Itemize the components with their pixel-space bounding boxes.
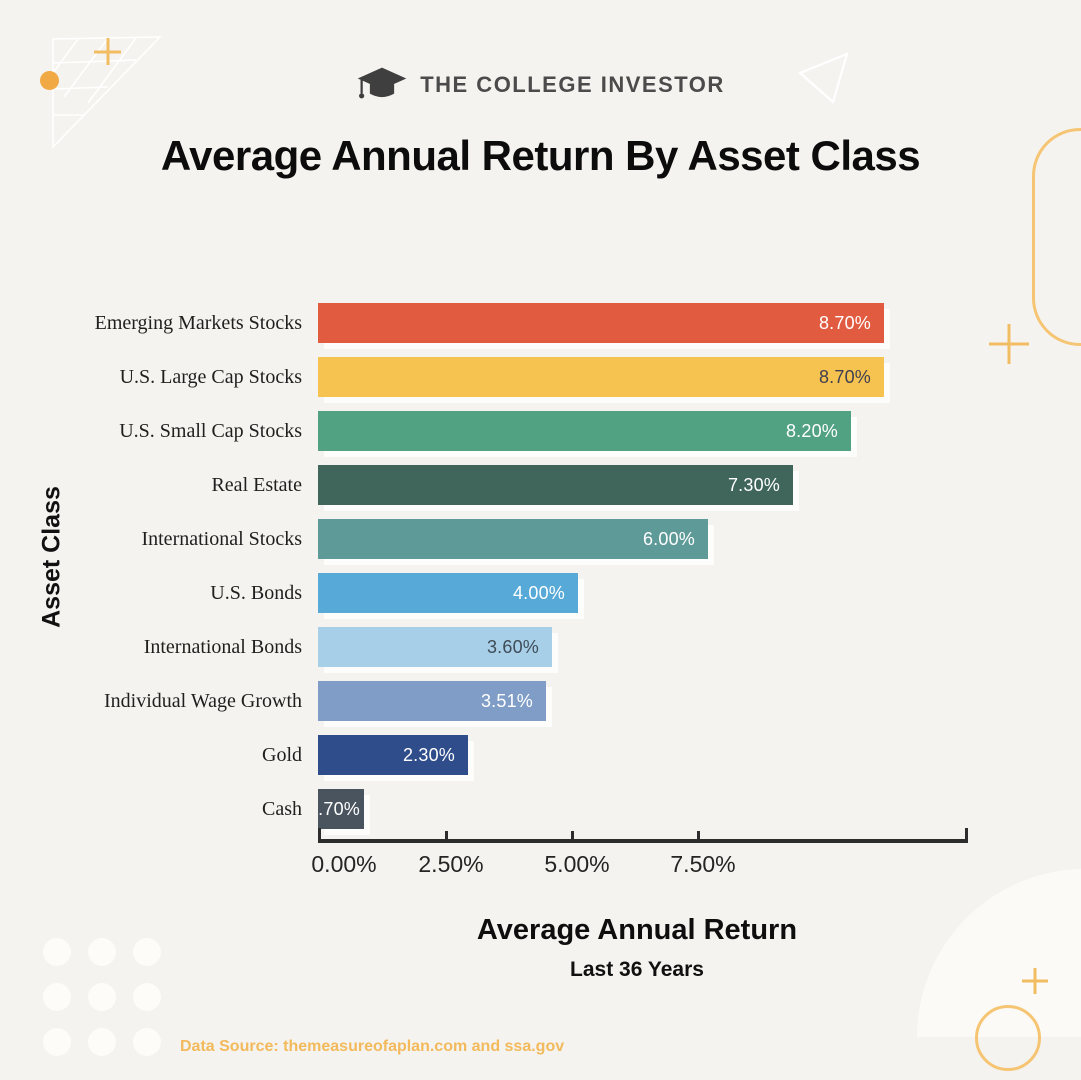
page-title: Average Annual Return By Asset Class [160, 132, 921, 179]
chart-row: Cash .70% [0, 789, 1081, 829]
data-source: Data Source: themeasureofaplan.com and s… [180, 1038, 565, 1055]
bar: 4.00% [318, 573, 578, 613]
category-label: U.S. Bonds [210, 582, 302, 604]
bar: 7.30% [318, 465, 793, 505]
bar-value-label: 6.00% [642, 529, 695, 549]
bar: 2.30% [318, 735, 468, 775]
category-label: International Bonds [143, 636, 302, 658]
bar: .70% [318, 789, 364, 829]
circle-outline-decoration [975, 1005, 1041, 1071]
axis-tick [571, 831, 574, 843]
axis-tick [445, 831, 448, 843]
brand-logo: THE COLLEGE INVESTOR [0, 66, 1081, 104]
bar-value-label: 3.60% [486, 637, 539, 657]
bar-value-label: 8.70% [818, 313, 871, 333]
chart-row: Individual Wage Growth 3.51% [0, 681, 1081, 721]
bar: 6.00% [318, 519, 708, 559]
category-label: Cash [262, 798, 302, 820]
bar-value-label: .70% [318, 799, 360, 819]
bar-value-label: 3.51% [480, 691, 533, 711]
dots-grid-decoration [43, 938, 161, 1056]
bar-value-label: 2.30% [402, 745, 455, 765]
chart-row: Real Estate 7.30% [0, 465, 1081, 505]
chart-row: U.S. Large Cap Stocks 8.70% [0, 357, 1081, 397]
plus-icon [94, 38, 121, 65]
bar-value-label: 8.20% [785, 421, 838, 441]
bar: 3.60% [318, 627, 552, 667]
triangle-outline-decoration [797, 52, 849, 104]
axis-tick [318, 828, 321, 843]
tick-label: 7.50% [670, 851, 736, 877]
brand-name: THE COLLEGE INVESTOR [420, 72, 725, 97]
category-label: U.S. Small Cap Stocks [119, 420, 302, 442]
category-label: Real Estate [211, 474, 302, 496]
category-label: Gold [262, 744, 302, 766]
tick-label: 2.50% [418, 851, 484, 877]
chart-row: Emerging Markets Stocks 8.70% [0, 303, 1081, 343]
chart-row: Gold 2.30% [0, 735, 1081, 775]
category-label: Individual Wage Growth [104, 690, 302, 712]
bar-value-label: 7.30% [727, 475, 780, 495]
x-axis-title: Average Annual Return [476, 914, 798, 946]
plus-icon [1022, 968, 1048, 994]
chart-row: U.S. Bonds 4.00% [0, 573, 1081, 613]
graduation-cap-icon [357, 67, 407, 99]
chart-row: International Stocks 6.00% [0, 519, 1081, 559]
chart-row: U.S. Small Cap Stocks 8.20% [0, 411, 1081, 451]
x-axis-subtitle: Last 36 Years [570, 958, 704, 981]
axis-tick [965, 828, 968, 843]
axis-tick [697, 831, 700, 843]
bar-value-label: 8.70% [818, 367, 871, 387]
bar: 8.70% [318, 357, 884, 397]
bar: 8.20% [318, 411, 851, 451]
bar: 3.51% [318, 681, 546, 721]
tick-label: 5.00% [544, 851, 610, 877]
orange-dot-decoration [40, 71, 59, 90]
category-label: International Stocks [141, 528, 302, 550]
category-label: Emerging Markets Stocks [94, 312, 302, 334]
chart-row: International Bonds 3.60% [0, 627, 1081, 667]
bar: 8.70% [318, 303, 884, 343]
tick-label: 0.00% [311, 851, 377, 877]
bar-value-label: 4.00% [512, 583, 565, 603]
category-label: U.S. Large Cap Stocks [119, 366, 302, 388]
x-axis-line [318, 828, 968, 843]
